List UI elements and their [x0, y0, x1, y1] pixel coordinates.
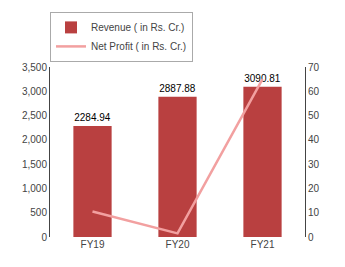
svg-text:10: 10: [308, 207, 320, 218]
svg-text:3,500: 3,500: [22, 62, 47, 73]
svg-text:3,000: 3,000: [22, 86, 47, 97]
svg-text:60: 60: [308, 86, 320, 97]
svg-text:FY21: FY21: [251, 239, 275, 250]
svg-text:2,000: 2,000: [22, 134, 47, 145]
svg-text:50: 50: [308, 110, 320, 121]
svg-text:Net Profit ( in Rs. Cr.): Net Profit ( in Rs. Cr.): [91, 41, 186, 52]
svg-text:Revenue ( in Rs. Cr.): Revenue ( in Rs. Cr.): [91, 22, 184, 33]
svg-text:20: 20: [308, 183, 320, 194]
svg-text:FY20: FY20: [166, 239, 190, 250]
svg-text:2,500: 2,500: [22, 110, 47, 121]
svg-text:3090.81: 3090.81: [244, 73, 281, 84]
svg-text:70: 70: [308, 62, 320, 73]
svg-text:FY19: FY19: [81, 239, 105, 250]
svg-text:40: 40: [308, 134, 320, 145]
svg-text:1,000: 1,000: [22, 183, 47, 194]
svg-text:0: 0: [308, 232, 314, 243]
svg-text:2284.94: 2284.94: [74, 112, 111, 123]
svg-text:500: 500: [30, 207, 47, 218]
svg-text:2887.88: 2887.88: [159, 83, 196, 94]
svg-text:30: 30: [308, 159, 320, 170]
svg-text:0: 0: [41, 232, 47, 243]
svg-text:1,500: 1,500: [22, 159, 47, 170]
